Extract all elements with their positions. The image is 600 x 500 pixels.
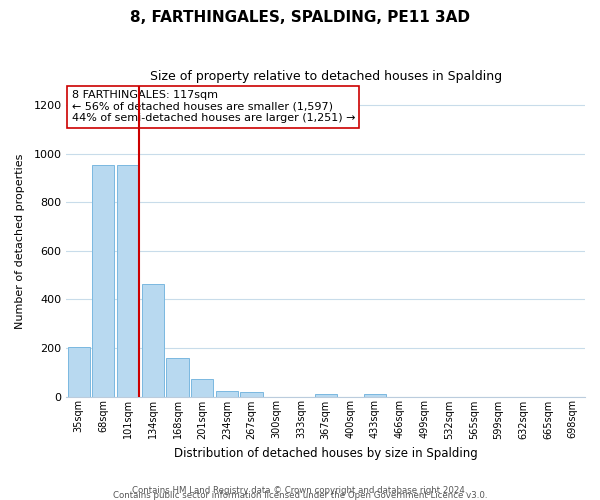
Bar (241, 392, 263, 396)
Text: Contains public sector information licensed under the Open Government Licence v3: Contains public sector information licen… (113, 491, 487, 500)
Bar (166, 358, 188, 397)
Bar (68, 348, 90, 397)
Text: 8 FARTHINGALES: 117sqm
← 56% of detached houses are smaller (1,597)
44% of semi-: 8 FARTHINGALES: 117sqm ← 56% of detached… (71, 90, 355, 124)
Bar (142, 284, 164, 397)
Title: Size of property relative to detached houses in Spalding: Size of property relative to detached ho… (149, 70, 502, 83)
Bar (364, 394, 386, 396)
Bar (191, 379, 213, 396)
Bar (216, 391, 238, 396)
Text: 8, FARTHINGALES, SPALDING, PE11 3AD: 8, FARTHINGALES, SPALDING, PE11 3AD (130, 10, 470, 25)
Text: Contains HM Land Registry data © Crown copyright and database right 2024.: Contains HM Land Registry data © Crown c… (132, 486, 468, 495)
X-axis label: Distribution of detached houses by size in Spalding: Distribution of detached houses by size … (174, 447, 478, 460)
Bar (92, 164, 115, 396)
Y-axis label: Number of detached properties: Number of detached properties (15, 154, 25, 328)
Bar (314, 394, 337, 396)
Bar (117, 164, 139, 396)
